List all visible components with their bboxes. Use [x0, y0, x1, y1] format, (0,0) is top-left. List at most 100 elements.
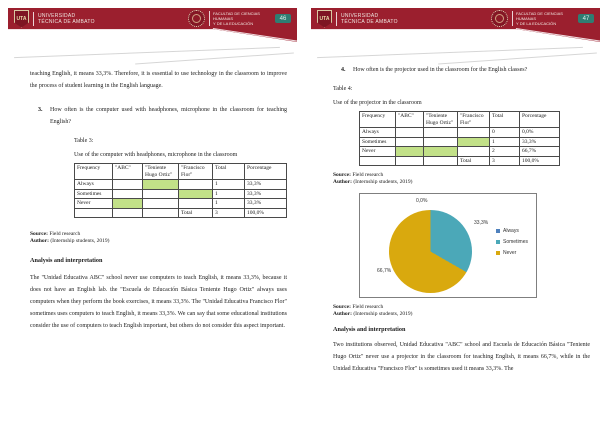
pie-chart — [389, 210, 472, 293]
source-line: Source: Field research — [333, 304, 590, 311]
table-cell — [74, 207, 113, 218]
table-cell: 66,7% — [519, 146, 560, 157]
table-cell: 3 — [212, 207, 245, 218]
table-cell: Never — [74, 198, 113, 209]
table-4: Frequency "ABC" "Teniente Hugo Ortiz" "F… — [359, 111, 560, 166]
table-cell — [142, 198, 179, 209]
table-row: Sometimes 1 33,3% — [359, 136, 560, 147]
table-cell — [142, 188, 179, 199]
table-header-cell: "Francisco Flor" — [457, 111, 490, 128]
analysis-paragraph: Two institutions observed, Unidad Educat… — [333, 342, 590, 372]
table-header-cell: Total — [212, 163, 245, 180]
document-page-46: UTA UNIVERSIDAD TÉCNICA DE AMBATO FACULT… — [8, 8, 297, 418]
header-banner: UTA UNIVERSIDAD TÉCNICA DE AMBATO FACULT… — [8, 8, 297, 42]
author-line: Author: (Internship students, 2019) — [30, 238, 287, 245]
legend-label: Never — [503, 250, 517, 256]
table-cell — [457, 136, 490, 147]
chart-legend: Always Sometimes Never — [496, 228, 528, 256]
author-label: Author: — [30, 238, 49, 244]
table-cell: 33,3% — [244, 198, 287, 209]
page-number-badge: 47 — [578, 14, 594, 23]
question-item-3: 3. How often is the computer used with h… — [30, 104, 287, 128]
table-cell — [457, 127, 490, 138]
university-seal-icon — [491, 10, 508, 27]
question-number: 3. — [38, 107, 43, 113]
table-cell — [178, 198, 213, 209]
table-cell — [178, 179, 213, 190]
legend-item: Sometimes — [496, 239, 528, 245]
table-cell: Sometimes — [74, 188, 113, 199]
pie-chart-box: 0,0% 33,3% 66,7% Always Sometimes Never — [359, 193, 537, 298]
table-cell: 100,0% — [244, 207, 287, 218]
table-cell — [395, 127, 424, 138]
university-name-line1: UNIVERSIDAD — [38, 12, 76, 19]
legend-swatch-icon — [496, 240, 500, 244]
chart-source-block: Source: Field research Author: (Internsh… — [333, 304, 590, 318]
question-item-4: 4. How often is the projector used in th… — [333, 64, 590, 76]
legend-label: Sometimes — [503, 239, 529, 245]
table-total-row: Total 3 100,0% — [359, 155, 560, 166]
table-total-row: Total 3 100,0% — [74, 207, 287, 218]
source-label: Source: — [333, 172, 351, 178]
question-number: 4. — [341, 67, 346, 73]
table-header-row: Frequency "ABC" "Teniente Hugo Ortiz" "F… — [359, 111, 560, 128]
table-cell: 33,3% — [244, 188, 287, 199]
table-cell: Always — [74, 179, 113, 190]
pie-slice-label-sometimes: 33,3% — [474, 220, 489, 226]
table-cell — [359, 155, 396, 166]
analysis-paragraph: The "Unidad Educativa ABC" school never … — [30, 275, 287, 329]
table-row: Sometimes 1 33,3% — [74, 188, 287, 199]
header-divider — [336, 11, 337, 26]
table-cell — [423, 146, 458, 157]
university-name-line1: UNIVERSIDAD — [341, 12, 379, 19]
table-row: Always 0 0,0% — [359, 127, 560, 138]
table-cell: 100,0% — [519, 155, 560, 166]
table-header-cell: "ABC" — [112, 163, 143, 180]
decorative-line — [438, 52, 597, 65]
table-cell: 1 — [212, 188, 245, 199]
table-cell: Never — [359, 146, 396, 157]
table-cell — [112, 198, 143, 209]
header-divider — [33, 11, 34, 26]
banner-slant-line — [213, 28, 297, 42]
author-value: (Internship students, 2019) — [353, 311, 413, 317]
table-cell — [395, 155, 424, 166]
university-seal-icon — [188, 10, 205, 27]
table-header-cell: Porcentage — [244, 163, 287, 180]
source-label: Source: — [333, 304, 351, 310]
table-cell — [112, 179, 143, 190]
source-block: Source: Field research Author: (Internsh… — [30, 231, 287, 245]
faculty-name-line2: Y DE LA EDUCACIÓN — [213, 21, 254, 26]
author-value: (Internship students, 2019) — [353, 179, 413, 185]
table-cell — [142, 179, 179, 190]
faculty-name-line1: FACULTAD DE CIENCIAS HUMANAS — [213, 11, 260, 21]
table-cell — [178, 188, 213, 199]
table-cell: 1 — [212, 179, 245, 190]
table-cell: 1 — [489, 136, 520, 147]
author-line: Author: (Internship students, 2019) — [333, 311, 590, 318]
table-header-cell: "Francisco Flor" — [178, 163, 213, 180]
table-cell: 2 — [489, 146, 520, 157]
banner-slant-line — [516, 28, 600, 42]
table-cell — [423, 127, 458, 138]
table-caption: Use of the projector in the classroom — [333, 100, 422, 106]
author-value: (Internship students, 2019) — [50, 238, 110, 244]
intro-paragraph: teaching English, it means 33,3%. Theref… — [30, 71, 287, 89]
table-cell — [395, 146, 424, 157]
table-header-cell: "Teniente Hugo Ortiz" — [423, 111, 458, 128]
table-cell — [142, 207, 179, 218]
source-value: Field research — [49, 231, 81, 237]
table-label: Table 3: — [74, 138, 94, 144]
legend-swatch-icon — [496, 251, 500, 255]
table-header-cell: "ABC" — [395, 111, 424, 128]
table-row: Never 1 33,3% — [74, 198, 287, 209]
table-cell: 1 — [212, 198, 245, 209]
table-cell: 0,0% — [519, 127, 560, 138]
university-name: UNIVERSIDAD TÉCNICA DE AMBATO — [38, 13, 95, 25]
source-line: Source: Field research — [30, 231, 287, 238]
document-page-47: UTA UNIVERSIDAD TÉCNICA DE AMBATO FACULT… — [311, 8, 600, 418]
question-text: How often is the computer used with head… — [50, 107, 287, 125]
table-cell: 0 — [489, 127, 520, 138]
table-header-cell: Frequency — [74, 163, 113, 180]
table-cell — [395, 136, 424, 147]
